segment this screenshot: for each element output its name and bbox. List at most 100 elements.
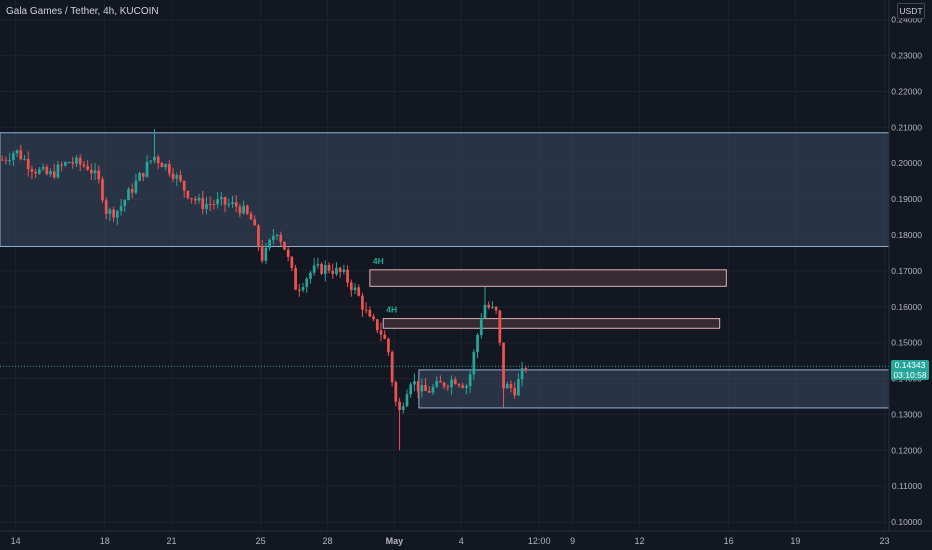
- candle-body: [442, 382, 446, 387]
- candle-body: [320, 263, 323, 274]
- candle-body: [227, 203, 231, 205]
- candle-body: [19, 150, 23, 160]
- candle-body: [190, 198, 193, 200]
- candle-body: [97, 170, 101, 180]
- candle-body: [465, 385, 468, 388]
- candle-body: [286, 249, 290, 257]
- candle-body: [197, 198, 201, 201]
- candle-body: [34, 171, 38, 174]
- candle-body: [86, 166, 89, 170]
- candle-body: [290, 256, 294, 269]
- candle-body: [323, 264, 327, 274]
- candle-body: [186, 190, 190, 199]
- candle-body: [171, 173, 175, 179]
- candle-body: [409, 384, 413, 395]
- time-tick-label: 28: [323, 536, 333, 546]
- candle-body: [56, 164, 60, 178]
- candle-body: [179, 175, 182, 181]
- candle-body: [67, 162, 71, 164]
- candle-body: [431, 386, 435, 393]
- candle-body: [134, 180, 138, 193]
- zone-label-4h: 4H: [373, 256, 384, 266]
- candle-body: [41, 166, 45, 170]
- candle-body: [398, 401, 401, 410]
- price-tick-label: 0.24000: [891, 15, 922, 25]
- candle-body: [301, 287, 305, 291]
- candle-body: [175, 175, 179, 179]
- candle-body: [156, 156, 160, 164]
- candle-body: [502, 342, 505, 389]
- price-tick-label: 0.16000: [891, 302, 922, 312]
- candle-body: [4, 159, 8, 161]
- candle-body: [123, 200, 127, 206]
- candle-body: [242, 205, 245, 214]
- candle-body: [390, 352, 394, 383]
- candle-body: [450, 379, 453, 388]
- candle-body: [234, 202, 238, 207]
- candle-body: [38, 169, 41, 174]
- currency-unit-badge[interactable]: USDT: [897, 3, 925, 19]
- zones-layer: [0, 132, 890, 409]
- candle-body: [479, 318, 483, 336]
- candle-body: [52, 171, 56, 178]
- time-tick-label: 14: [11, 536, 21, 546]
- candle-body: [104, 200, 108, 214]
- candle-body: [264, 247, 268, 261]
- candle-body: [245, 205, 249, 214]
- candle-body: [394, 382, 398, 402]
- last-price-tag: 0.14343 03:10:58: [891, 360, 929, 380]
- candle-body: [387, 338, 390, 353]
- candle-body: [164, 164, 167, 168]
- price-axis-labels: 0.24000 0.23000 0.22000 0.21000 0.20000 0.190…: [891, 15, 922, 527]
- candle-body: [487, 304, 491, 308]
- candle-body: [498, 310, 502, 343]
- candle-body: [461, 385, 465, 388]
- candle-body: [435, 381, 439, 387]
- candle-body: [491, 306, 494, 308]
- time-tick-label: 4: [459, 536, 464, 546]
- price-axis-panel[interactable]: [889, 0, 932, 531]
- demand-supply-zone-blue: [418, 369, 890, 409]
- price-tick-label: 0.10000: [891, 517, 922, 527]
- candle-body: [312, 265, 316, 273]
- candle-body: [138, 173, 141, 181]
- candle-body: [223, 197, 227, 205]
- candle-body: [271, 236, 275, 240]
- price-tick-label: 0.12000: [891, 445, 922, 455]
- supply-zone-red: [382, 318, 721, 329]
- candle-body: [524, 368, 528, 370]
- candle-body: [361, 295, 364, 310]
- candle-body: [167, 164, 171, 174]
- last-price-value: 0.14343: [894, 360, 926, 370]
- time-axis-panel[interactable]: [0, 531, 932, 550]
- candle-body: [253, 219, 257, 226]
- candle-body: [64, 162, 67, 166]
- time-tick-label: 16: [724, 536, 734, 546]
- candle-body: [75, 157, 78, 164]
- candle-body: [119, 205, 123, 211]
- candle-body: [294, 268, 297, 290]
- candle-body: [446, 386, 450, 388]
- supply-zone-red: [369, 269, 727, 287]
- candle-body: [453, 379, 457, 385]
- candle-body: [468, 374, 472, 386]
- candle-body: [231, 202, 234, 204]
- candle-body: [78, 157, 82, 165]
- candle-body: [260, 245, 264, 261]
- candle-body: [405, 394, 409, 407]
- time-tick-label: 12:00: [528, 536, 551, 546]
- candle-body: [472, 352, 476, 375]
- candle-body: [368, 309, 372, 317]
- candle-body: [60, 164, 63, 166]
- candle-body: [160, 163, 164, 168]
- candle-body: [413, 381, 416, 385]
- candle-body: [212, 204, 216, 206]
- time-tick-label: 9: [570, 536, 575, 546]
- candle-body: [309, 272, 312, 279]
- candle-body: [89, 169, 93, 174]
- candles-layer: [0, 129, 528, 451]
- time-tick-label: 23: [880, 536, 890, 546]
- candle-body: [71, 162, 75, 164]
- time-tick-label: 21: [167, 536, 177, 546]
